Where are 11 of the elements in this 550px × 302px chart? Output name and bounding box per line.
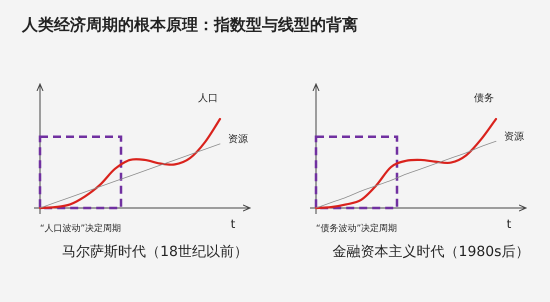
text: 金融资本主义时代（1980s后） <box>332 244 530 260</box>
series-label: 资源 <box>504 130 524 142</box>
text: “人口波动”决定周期 <box>40 223 122 234</box>
series-label: 债务 <box>474 92 494 104</box>
x-axis-title: t <box>230 217 236 231</box>
text: 马尔萨斯时代（18世纪以前） <box>62 244 248 260</box>
x-axis-title: t <box>506 217 512 231</box>
chart-title: 人类经济周期的根本原理：指数型与线型的背离 <box>21 15 358 34</box>
text: “债务波动”决定周期 <box>316 223 398 234</box>
series-label: 人口 <box>198 93 218 104</box>
series-label: 资源 <box>228 132 248 145</box>
